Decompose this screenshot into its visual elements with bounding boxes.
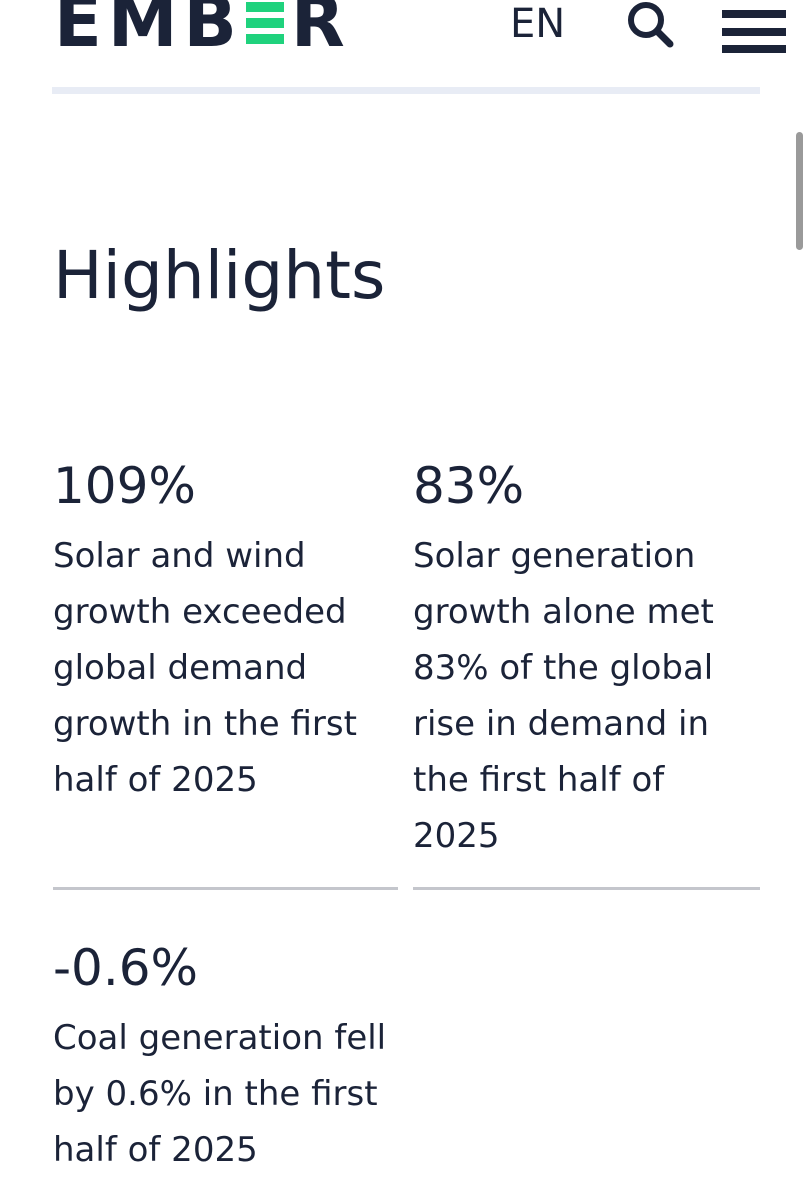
highlight-card: 83% Solar generation growth alone met 83… <box>413 456 759 864</box>
logo-text-start: EMB <box>54 0 243 56</box>
site-header: EMB R EN <box>0 0 812 95</box>
highlight-card: 109% Solar and wind growth exceeded glob… <box>53 456 399 808</box>
page-title: Highlights <box>53 237 386 314</box>
highlight-description: Solar and wind growth exceeded global de… <box>53 536 357 800</box>
highlight-divider <box>53 887 398 890</box>
language-selector[interactable]: EN <box>510 1 566 47</box>
logo-text-end: R <box>290 0 351 56</box>
highlight-divider <box>413 887 760 890</box>
menu-button[interactable] <box>722 0 788 54</box>
ember-logo[interactable]: EMB R <box>54 0 351 56</box>
highlight-value: 109% <box>53 457 196 515</box>
page-scrollbar[interactable] <box>796 132 803 250</box>
search-icon <box>628 2 674 48</box>
highlight-description: Solar generation growth alone met 83% of… <box>413 536 714 856</box>
highlight-description: Coal generation fell by 0.6% in the firs… <box>53 1018 387 1170</box>
highlight-value: 83% <box>413 457 525 515</box>
header-divider <box>52 87 760 94</box>
logo-e-mark-icon <box>245 0 284 56</box>
highlight-value: -0.6% <box>53 939 199 997</box>
highlight-card: -0.6% Coal generation fell by 0.6% in th… <box>53 938 399 1178</box>
search-button[interactable] <box>624 0 676 48</box>
